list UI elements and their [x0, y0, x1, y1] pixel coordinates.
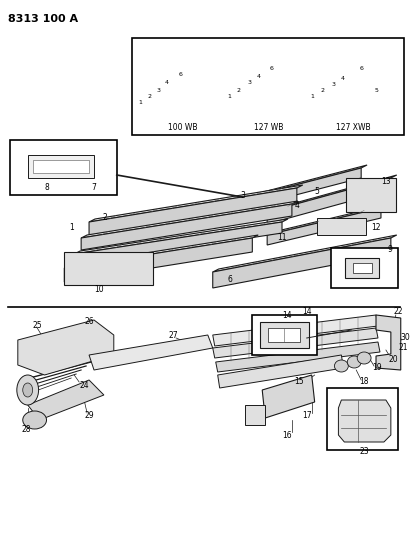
Text: 20: 20: [389, 356, 398, 365]
Ellipse shape: [347, 356, 361, 368]
Text: 6: 6: [178, 72, 182, 77]
Bar: [246, 405, 265, 425]
Bar: [33, 160, 89, 173]
Polygon shape: [213, 328, 378, 358]
Text: 19: 19: [372, 364, 382, 373]
Bar: [353, 263, 372, 273]
Text: 14: 14: [302, 308, 311, 317]
Text: 8313 100 A: 8313 100 A: [8, 14, 78, 24]
Bar: [252, 315, 317, 355]
Bar: [260, 322, 309, 348]
Polygon shape: [213, 235, 397, 272]
Text: 2: 2: [236, 87, 241, 93]
Text: 1: 1: [311, 94, 315, 100]
Text: 13: 13: [381, 177, 391, 187]
Text: 127 WB: 127 WB: [255, 124, 284, 133]
Polygon shape: [81, 201, 298, 238]
Text: 26: 26: [84, 318, 94, 327]
Bar: [268, 328, 300, 342]
Text: 3: 3: [241, 190, 246, 199]
Text: 4: 4: [256, 75, 260, 79]
Polygon shape: [28, 380, 104, 420]
Text: 23: 23: [359, 448, 369, 456]
Text: 5: 5: [374, 87, 378, 93]
Polygon shape: [213, 315, 378, 346]
Text: 10: 10: [94, 286, 104, 295]
Ellipse shape: [23, 383, 33, 397]
Ellipse shape: [23, 411, 47, 429]
Polygon shape: [246, 165, 367, 198]
Polygon shape: [74, 222, 282, 265]
Text: 127 XWB: 127 XWB: [336, 124, 370, 133]
Polygon shape: [338, 400, 391, 442]
Polygon shape: [267, 175, 397, 212]
Bar: [64, 252, 153, 285]
Polygon shape: [64, 238, 252, 282]
Text: 7: 7: [91, 183, 96, 192]
Text: 6: 6: [269, 67, 273, 71]
Text: 4: 4: [340, 76, 344, 80]
Text: 2: 2: [147, 94, 152, 100]
Polygon shape: [267, 178, 391, 224]
Text: 1: 1: [227, 94, 232, 100]
Polygon shape: [267, 205, 387, 235]
Text: 29: 29: [84, 410, 94, 419]
Text: 8: 8: [44, 183, 49, 192]
Bar: [10, 140, 117, 195]
Polygon shape: [213, 238, 391, 288]
Text: 18: 18: [359, 377, 369, 386]
Polygon shape: [267, 208, 381, 245]
Text: 5: 5: [314, 188, 319, 197]
Bar: [28, 155, 94, 178]
Polygon shape: [89, 185, 303, 222]
Text: 6: 6: [227, 276, 232, 285]
Text: 25: 25: [33, 320, 42, 329]
Text: 100 WB: 100 WB: [169, 124, 198, 133]
Polygon shape: [218, 355, 343, 388]
Text: 22: 22: [394, 308, 403, 317]
Text: 11: 11: [277, 233, 287, 243]
Text: 1: 1: [138, 101, 143, 106]
Text: 14: 14: [282, 311, 292, 319]
Text: 28: 28: [22, 425, 31, 434]
Text: 2: 2: [321, 87, 325, 93]
Bar: [346, 178, 396, 212]
Text: 1: 1: [70, 223, 74, 232]
Ellipse shape: [335, 360, 348, 372]
Text: 6: 6: [359, 66, 363, 70]
Text: 24: 24: [79, 381, 89, 390]
Text: 15: 15: [294, 377, 304, 386]
Bar: [317, 218, 366, 235]
Polygon shape: [64, 235, 258, 268]
Ellipse shape: [17, 375, 39, 405]
Text: 3: 3: [332, 82, 335, 86]
Polygon shape: [18, 320, 114, 375]
Text: 3: 3: [247, 80, 251, 85]
Text: 17: 17: [302, 410, 311, 419]
Ellipse shape: [357, 352, 371, 364]
Polygon shape: [262, 375, 315, 418]
Text: 2: 2: [102, 214, 107, 222]
Bar: [332, 248, 398, 288]
Text: 16: 16: [282, 431, 292, 440]
Polygon shape: [246, 168, 361, 208]
Polygon shape: [376, 315, 401, 370]
Bar: [345, 258, 379, 278]
Text: 12: 12: [371, 223, 381, 232]
Polygon shape: [89, 335, 213, 370]
Text: 4: 4: [164, 80, 168, 85]
Text: 3: 3: [156, 87, 160, 93]
Text: 4: 4: [295, 201, 299, 211]
Text: 9: 9: [388, 246, 393, 254]
Polygon shape: [216, 342, 380, 372]
Polygon shape: [89, 188, 297, 236]
Bar: [131, 38, 404, 135]
Text: 27: 27: [168, 330, 178, 340]
Text: 30: 30: [401, 334, 410, 343]
Bar: [327, 388, 398, 450]
Polygon shape: [81, 204, 292, 250]
Text: 21: 21: [399, 343, 408, 352]
Polygon shape: [74, 219, 288, 254]
